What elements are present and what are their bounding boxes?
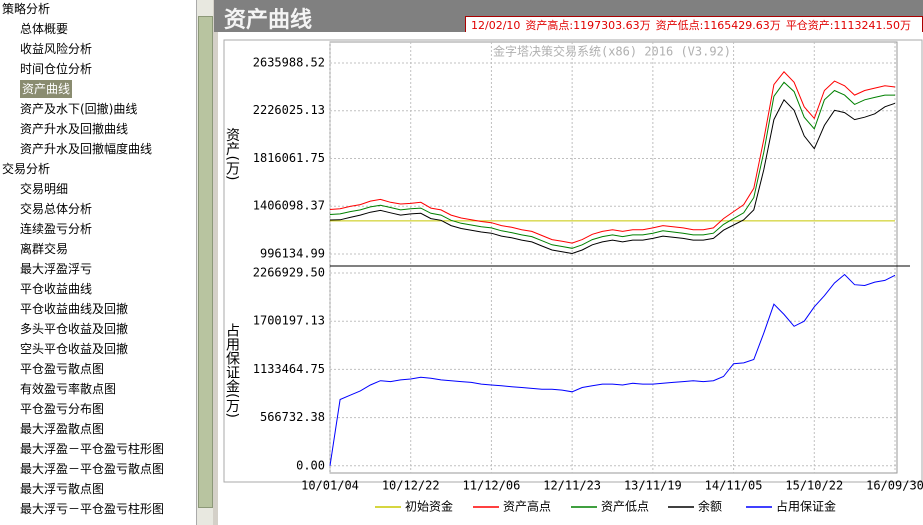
scroll-thumb[interactable]	[198, 16, 213, 508]
x-tick-label: 16/09/30	[866, 479, 923, 493]
x-tick-label: 13/11/19	[624, 479, 682, 493]
y-tick-label: 1406098.37	[253, 199, 325, 213]
info-high: 资产高点:1197303.63万	[525, 19, 651, 32]
y-tick-label: 2266929.50	[253, 266, 325, 280]
legend-label: 资产高点	[503, 499, 551, 514]
legend-label: 资产低点	[601, 500, 649, 514]
tree-item[interactable]: 空头平仓收益及回撤	[20, 342, 129, 356]
series-line	[329, 71, 896, 244]
y-axis-label: 占用保证金(万)	[224, 323, 240, 418]
tree-item[interactable]: 离群交易	[20, 242, 69, 256]
tree-item[interactable]: 最大浮亏－平仓盈亏柱形图	[20, 502, 165, 516]
info-date: 12/02/10	[471, 19, 521, 32]
tree-item[interactable]: 平仓盈亏分布图	[20, 402, 105, 416]
tree-item[interactable]: 收益风险分析	[20, 42, 93, 56]
tree-item[interactable]: 最大浮盈－平仓盈亏柱形图	[20, 442, 165, 456]
tree-item[interactable]: 最大浮盈浮亏	[20, 262, 93, 276]
tree-item[interactable]: 最大浮盈散点图	[20, 422, 105, 436]
tree-item[interactable]: 交易总体分析	[20, 202, 93, 216]
tree-item[interactable]: 总体概要	[20, 22, 69, 36]
y-tick-label: 2226025.13	[253, 103, 325, 117]
info-low: 资产低点:1165429.63万	[655, 19, 781, 32]
tree-item[interactable]: 有效盈亏率散点图	[20, 382, 117, 396]
page-title: 资产曲线	[224, 8, 313, 33]
x-tick-label: 15/10/22	[785, 479, 843, 493]
tree-item[interactable]: 平仓收益曲线及回撤	[20, 302, 129, 316]
tree-item[interactable]: 最大浮亏散点图	[20, 482, 105, 496]
scrollbar[interactable]	[196, 0, 213, 525]
tree-group[interactable]: 交易分析	[2, 162, 51, 176]
plot-frame	[329, 41, 898, 474]
sidebar: 策略分析 总体概要 收益风险分析 时间仓位分析 资产曲线 资产及水下(回撤)曲线 资产升水及…	[0, 0, 196, 525]
y-tick-label: 0.00	[296, 458, 325, 472]
tree-item[interactable]: 资产升水及回撤曲线	[20, 122, 129, 136]
x-tick-label: 10/01/04	[301, 479, 359, 493]
tree-group[interactable]: 策略分析	[2, 2, 51, 16]
x-tick-label: 11/12/06	[463, 479, 521, 493]
tree-item[interactable]: 资产曲线	[20, 80, 73, 98]
x-tick-label: 10/12/22	[382, 479, 440, 493]
tree-item[interactable]: 多头平仓收益及回撤	[20, 322, 129, 336]
tree-item[interactable]: 交易明细	[20, 182, 69, 196]
series-line	[329, 81, 895, 249]
legend-label: 初始资金	[405, 499, 453, 514]
series-line	[329, 273, 896, 466]
y-tick-label: 566732.38	[260, 410, 325, 424]
y-tick-label: 996134.99	[260, 246, 325, 260]
chart-background	[218, 32, 923, 525]
x-tick-label: 12/11/23	[543, 479, 601, 493]
chart-frame	[223, 39, 923, 483]
x-tick-label: 14/11/05	[705, 479, 763, 493]
tree-item[interactable]: 资产升水及回撤幅度曲线	[20, 142, 153, 156]
legend-label: 占用保证金	[776, 499, 836, 514]
y-axis-label: 资产(万)	[224, 128, 240, 181]
chart: 金字塔决策交易系统(x86) 2016 (V3.92) 资产(万) 996134.9…	[218, 32, 923, 525]
legend-label: 余额	[698, 499, 722, 514]
y-tick-label: 1816061.75	[253, 151, 325, 165]
watermark: 金字塔决策交易系统(x86) 2016 (V3.92)	[493, 44, 731, 59]
tree-item[interactable]: 平仓盈亏散点图	[20, 362, 105, 376]
y-tick-label: 1700197.13	[253, 314, 325, 328]
series-line	[329, 98, 896, 255]
tree-item[interactable]: 资产及水下(回撤)曲线	[20, 102, 138, 116]
y-tick-label: 1133464.75	[253, 362, 325, 376]
tree-item[interactable]: 时间仓位分析	[20, 62, 93, 76]
info-close: 平仓资产:1113241.50万	[785, 19, 912, 32]
tree-item[interactable]: 连续盈亏分析	[20, 222, 93, 236]
tree-item[interactable]: 平仓收益曲线	[20, 282, 93, 296]
tree-item[interactable]: 最大浮盈－平仓盈亏散点图	[20, 462, 165, 476]
y-tick-label: 2635988.52	[253, 55, 325, 69]
